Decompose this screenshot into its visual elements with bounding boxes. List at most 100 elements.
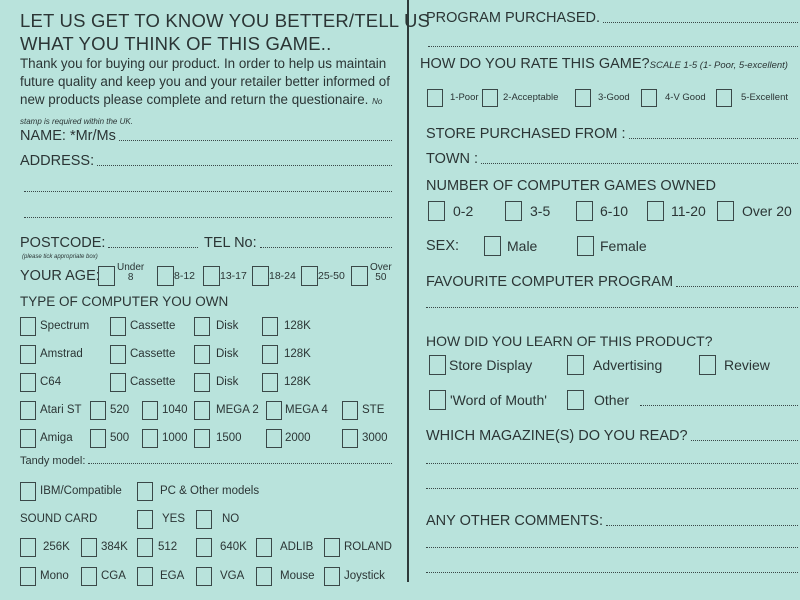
learn-row1-checkbox[interactable] bbox=[429, 355, 446, 375]
spectrum-row-checkbox[interactable] bbox=[262, 317, 278, 336]
age-options-checkbox[interactable] bbox=[301, 266, 318, 286]
games-options-checkbox[interactable] bbox=[428, 201, 445, 221]
atari-row-checkbox[interactable] bbox=[266, 401, 282, 420]
pc-row-checkbox[interactable] bbox=[137, 482, 153, 501]
address-line-3[interactable] bbox=[24, 216, 392, 218]
atari-row-checkbox[interactable] bbox=[342, 401, 358, 420]
program-purchased-field[interactable]: PROGRAM PURCHASED. bbox=[426, 10, 798, 26]
address-field[interactable]: ADDRESS: bbox=[20, 153, 392, 169]
address-dotted-line[interactable] bbox=[97, 164, 392, 166]
memory-row-checkbox[interactable] bbox=[137, 538, 153, 557]
tel-dotted-line[interactable] bbox=[259, 246, 392, 248]
favourite-dotted-line[interactable] bbox=[676, 285, 798, 287]
magazine-field[interactable]: WHICH MAGAZINE(S) DO YOU READ? bbox=[426, 428, 798, 444]
learn-row1-checkbox[interactable] bbox=[699, 355, 716, 375]
spectrum-row-checkbox[interactable] bbox=[20, 317, 36, 336]
graphics-row-checkbox[interactable] bbox=[256, 567, 272, 586]
c64-row-checkbox[interactable] bbox=[262, 373, 278, 392]
learn-row2-checkbox[interactable] bbox=[429, 390, 446, 410]
c64-row-checkbox[interactable] bbox=[194, 373, 210, 392]
program-line-2[interactable] bbox=[428, 45, 798, 47]
postcode-dotted-line[interactable] bbox=[108, 246, 198, 248]
comments-line-2[interactable] bbox=[426, 546, 798, 548]
favourite-field[interactable]: FAVOURITE COMPUTER PROGRAM bbox=[426, 274, 798, 290]
amstrad-row-checkbox[interactable] bbox=[110, 345, 126, 364]
memory-row-checkbox[interactable] bbox=[324, 538, 340, 557]
atari-row-checkbox[interactable] bbox=[194, 401, 210, 420]
rate-scale: SCALE 1-5 (1- Poor, 5-excellent) bbox=[649, 60, 788, 71]
graphics-row-checkbox[interactable] bbox=[81, 567, 97, 586]
name-dotted-line[interactable] bbox=[118, 139, 392, 141]
magazine-line-3[interactable] bbox=[426, 487, 798, 489]
atari-row-checkbox[interactable] bbox=[90, 401, 106, 420]
pc-row-checkbox[interactable] bbox=[20, 482, 36, 501]
c64-row-checkbox[interactable] bbox=[110, 373, 126, 392]
name-field[interactable]: NAME: *Mr/Ms bbox=[20, 128, 392, 144]
games-options-checkbox[interactable] bbox=[576, 201, 593, 221]
amiga-row-checkbox[interactable] bbox=[90, 429, 106, 448]
amiga-row-checkbox[interactable] bbox=[266, 429, 282, 448]
program-dotted-line[interactable] bbox=[603, 21, 798, 23]
age-options-checkbox[interactable] bbox=[203, 266, 220, 286]
tick-note: (please tick appropriate box) bbox=[22, 254, 98, 260]
magazine-line-2[interactable] bbox=[426, 462, 798, 464]
amstrad-row-option-label: Cassette bbox=[130, 347, 176, 360]
c64-row-checkbox[interactable] bbox=[20, 373, 36, 392]
memory-row-checkbox[interactable] bbox=[256, 538, 272, 557]
town-dotted-line[interactable] bbox=[481, 162, 798, 164]
sex-options-checkbox[interactable] bbox=[577, 236, 594, 256]
spectrum-row-checkbox[interactable] bbox=[110, 317, 126, 336]
sex-options-checkbox[interactable] bbox=[484, 236, 501, 256]
spectrum-row-checkbox[interactable] bbox=[194, 317, 210, 336]
amstrad-row-checkbox[interactable] bbox=[20, 345, 36, 364]
rate-options-checkbox[interactable] bbox=[641, 89, 657, 107]
atari-row-checkbox[interactable] bbox=[20, 401, 36, 420]
graphics-row-checkbox[interactable] bbox=[137, 567, 153, 586]
memory-row-checkbox[interactable] bbox=[81, 538, 97, 557]
games-options-checkbox[interactable] bbox=[505, 201, 522, 221]
other-dotted-line[interactable] bbox=[640, 404, 798, 406]
store-dotted-line[interactable] bbox=[628, 137, 798, 139]
favourite-line-2[interactable] bbox=[426, 306, 798, 308]
atari-row-option-label: MEGA 2 bbox=[216, 403, 259, 416]
rate-options-checkbox[interactable] bbox=[575, 89, 591, 107]
age-options-checkbox[interactable] bbox=[98, 266, 115, 286]
amiga-row-checkbox[interactable] bbox=[20, 429, 36, 448]
comments-line-3[interactable] bbox=[426, 571, 798, 573]
age-options-checkbox[interactable] bbox=[157, 266, 174, 286]
sound-row-checkbox[interactable] bbox=[196, 510, 212, 529]
tel-field[interactable]: TEL No: bbox=[204, 235, 392, 251]
memory-row-checkbox[interactable] bbox=[20, 538, 36, 557]
learn-row1-checkbox[interactable] bbox=[567, 355, 584, 375]
graphics-row-checkbox[interactable] bbox=[324, 567, 340, 586]
comments-dotted-line[interactable] bbox=[605, 524, 798, 526]
rate-options-checkbox[interactable] bbox=[482, 89, 498, 107]
memory-row-checkbox[interactable] bbox=[196, 538, 212, 557]
graphics-row-checkbox[interactable] bbox=[196, 567, 212, 586]
comments-field[interactable]: ANY OTHER COMMENTS: bbox=[426, 513, 798, 529]
address-line-2[interactable] bbox=[24, 190, 392, 192]
amiga-row-checkbox[interactable] bbox=[194, 429, 210, 448]
atari-row-checkbox[interactable] bbox=[142, 401, 158, 420]
magazine-dotted-line[interactable] bbox=[690, 439, 798, 441]
amiga-row-checkbox[interactable] bbox=[342, 429, 358, 448]
age-options-checkbox[interactable] bbox=[252, 266, 269, 286]
store-field[interactable]: STORE PURCHASED FROM : bbox=[426, 126, 798, 142]
amstrad-row-checkbox[interactable] bbox=[262, 345, 278, 364]
games-options-checkbox[interactable] bbox=[717, 201, 734, 221]
postcode-field[interactable]: POSTCODE: bbox=[20, 235, 198, 251]
rate-heading: HOW DO YOU RATE THIS GAME?SCALE 1-5 (1- … bbox=[420, 56, 788, 72]
tandy-dotted-line[interactable] bbox=[88, 462, 392, 464]
amiga-row-checkbox[interactable] bbox=[142, 429, 158, 448]
sound-row-checkbox[interactable] bbox=[137, 510, 153, 529]
age-options-checkbox[interactable] bbox=[351, 266, 368, 286]
rate-options-checkbox[interactable] bbox=[716, 89, 732, 107]
tandy-field[interactable]: Tandy model: bbox=[20, 455, 392, 467]
graphics-row-checkbox[interactable] bbox=[20, 567, 36, 586]
town-field[interactable]: TOWN : bbox=[426, 151, 798, 167]
rate-options-checkbox[interactable] bbox=[427, 89, 443, 107]
games-options-checkbox[interactable] bbox=[647, 201, 664, 221]
amstrad-row-checkbox[interactable] bbox=[194, 345, 210, 364]
learn-row2-checkbox[interactable] bbox=[567, 390, 584, 410]
pc-row-option-label: PC & Other models bbox=[160, 484, 260, 497]
